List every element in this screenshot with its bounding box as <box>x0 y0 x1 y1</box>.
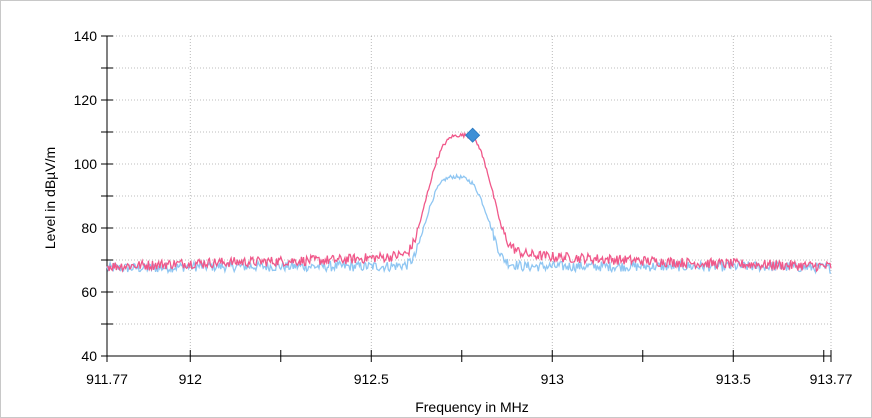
series-line-0 <box>106 131 832 273</box>
y-tick-label: 40 <box>81 348 97 364</box>
axes <box>101 35 832 362</box>
peak-marker <box>465 127 481 143</box>
y-tick-label: 140 <box>74 28 98 44</box>
series-line-1 <box>106 173 832 275</box>
x-tick-label: 913.5 <box>716 371 751 387</box>
x-tick-label: 912 <box>179 371 203 387</box>
x-tick-label: 913.77 <box>810 371 853 387</box>
y-tick-label: 60 <box>81 284 97 300</box>
x-tick-label: 913 <box>541 371 565 387</box>
x-tick-label: 912.5 <box>354 371 389 387</box>
marker-layer <box>465 127 481 143</box>
grid <box>107 35 832 356</box>
y-tick-label: 100 <box>74 156 98 172</box>
y-axis-title: Level in dBµV/m <box>42 147 58 249</box>
y-tick-label: 120 <box>74 92 98 108</box>
x-tick-label: 911.77 <box>86 371 128 387</box>
tick-labels: 40 60 80 100 120 140 911.77 912 912.5 913 913.5 913… <box>74 28 853 387</box>
x-axis-title: Frequency in MHz <box>415 399 529 415</box>
y-tick-label: 80 <box>81 220 97 236</box>
series-layer <box>106 131 832 275</box>
